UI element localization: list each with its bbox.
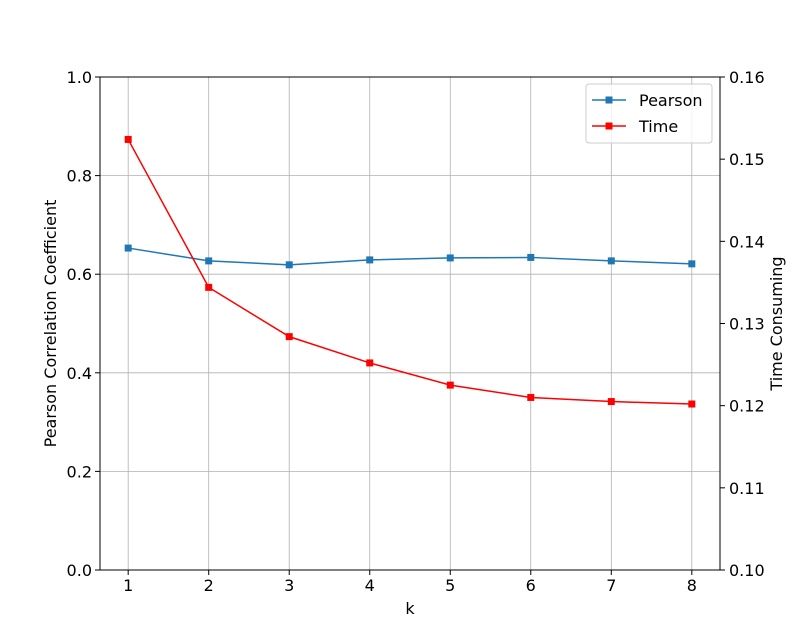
x-tick-label: 3 [284,576,294,595]
legend: Pearson Time [585,83,713,144]
x-tick-label: 8 [687,576,697,595]
data-point-pearson [446,254,454,262]
y-right-tick-label: 0.15 [729,150,765,169]
series-line-pearson [128,247,692,266]
y-left-tick-label: 1.0 [67,68,92,87]
y-axis-right-label: Time Consuming [767,256,786,391]
ticks-layer: 1 2 3 4 5 6 7 8 0.0 0.2 0.4 0.6 0.8 1.0 0.10 0.11 0.12 0.… [67,68,765,595]
y-right-tick-label: 0.16 [729,68,765,87]
series-line-time [127,139,692,405]
data-point-pearson [607,257,615,265]
y-right-tick-label: 0.13 [729,315,765,334]
data-point-pearson [527,253,535,261]
y-right-tick-label: 0.14 [729,232,765,251]
data-point-time [607,398,615,406]
y-right-tick-label: 0.10 [729,561,765,580]
data-point-pearson [205,257,213,265]
y-axis-left-label: Pearson Correlation Coefficient [41,200,60,448]
data-point-time [366,359,374,367]
data-point-time [285,333,293,341]
data-point-pearson [366,256,374,264]
series-layer [124,135,696,408]
x-axis-label: k [405,599,415,618]
y-right-tick-label: 0.12 [729,397,765,416]
legend-label-pearson: Pearson [639,91,703,110]
legend-item-time: Time [592,117,678,136]
y-left-tick-label: 0.6 [67,265,92,284]
y-left-tick-label: 0.4 [67,364,92,383]
legend-marker-pearson [605,96,613,104]
legend-label-time: Time [638,117,678,136]
y-left-tick-label: 0.2 [67,462,92,481]
grid [100,76,720,571]
x-tick-label: 4 [365,576,375,595]
data-point-time [205,283,213,291]
legend-box [585,83,713,144]
data-point-time [527,393,535,401]
x-tick-label: 7 [606,576,616,595]
legend-marker-time [605,122,613,130]
x-tick-label: 5 [445,576,455,595]
y-left-tick-label: 0.0 [67,561,92,580]
legend-item-pearson: Pearson [592,91,703,110]
x-tick-label: 1 [123,576,133,595]
y-left-tick-label: 0.8 [67,167,92,186]
data-point-time [446,381,454,389]
y-right-tick-label: 0.11 [729,479,765,498]
data-point-time [688,400,696,408]
data-point-time [124,135,132,143]
data-point-pearson [688,260,696,268]
x-tick-label: 6 [526,576,536,595]
x-tick-label: 2 [204,576,214,595]
plot-frame [99,76,721,571]
data-point-pearson [124,244,132,252]
data-point-pearson [285,261,293,269]
